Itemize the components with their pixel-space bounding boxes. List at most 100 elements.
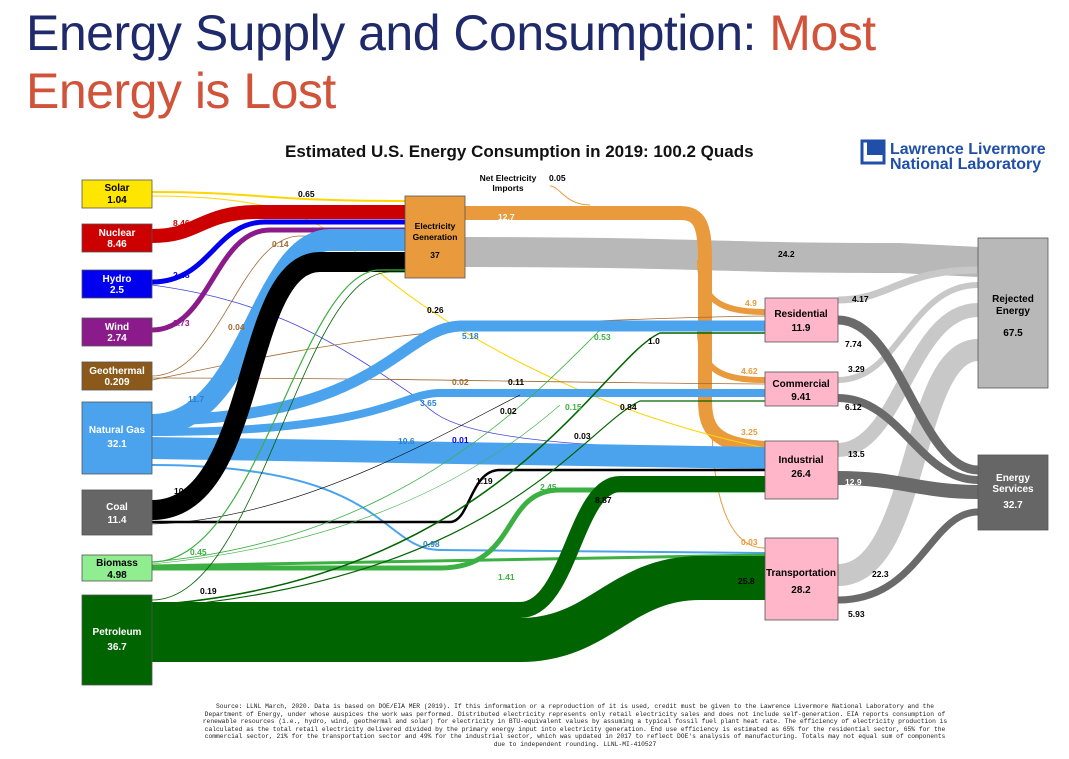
slide-title: Energy Supply and Consumption: Most Energ… (26, 4, 1046, 120)
node-services-label-1: Energy (996, 473, 1030, 484)
node-petroleum-value: 36.7 (107, 642, 127, 653)
flow-elec-rejected (464, 237, 979, 277)
flow-elec-residential (697, 259, 766, 315)
label-sol-011: 0.11 (508, 377, 524, 387)
label-trans-serv: 5.93 (848, 609, 865, 619)
node-petroleum-label: Petroleum (93, 627, 142, 638)
node-transportation (764, 537, 839, 621)
node-rejected-value: 67.5 (1003, 328, 1023, 339)
output-nodes: Rejected Energy 67.5 Energy Services 32.… (977, 237, 1049, 531)
flow-net-imports (549, 185, 591, 206)
label-pet-com: 0.84 (620, 402, 637, 412)
node-services-value: 32.7 (1003, 500, 1023, 511)
label-bio-ind: 2.45 (540, 482, 557, 492)
node-electricity-value: 37 (430, 250, 440, 260)
node-solar (81, 179, 153, 209)
node-rejected (977, 237, 1049, 389)
node-transportation-value: 28.2 (791, 585, 811, 596)
node-residential (764, 297, 839, 343)
chart-title: Estimated U.S. Energy Consumption in 201… (285, 142, 754, 161)
label-bio-res: 0.53 (594, 332, 611, 342)
source-note: Source: LLNL March, 2020. Data is based … (202, 703, 948, 748)
node-solar-value: 1.04 (107, 195, 127, 206)
label-trans-rej: 22.3 (872, 569, 889, 579)
flow-industrial-services (837, 471, 979, 499)
label-pet-trans: 25.8 (738, 576, 755, 586)
node-services (977, 454, 1049, 531)
node-coal-label: Coal (106, 502, 128, 513)
node-biomass-label: Biomass (96, 558, 138, 569)
label-elec-ind: 3.25 (741, 427, 758, 437)
node-nuclear-value: 8.46 (107, 239, 127, 250)
slide-title-accent-1: Most (769, 5, 876, 61)
flow-residential-rejected (837, 266, 979, 304)
label-solar-026: 0.26 (427, 305, 444, 315)
flow-value-labels: 0.65 8.46 2.48 2.73 0.14 0.04 12.7 24.2 … (173, 189, 889, 619)
label-wind-elec: 2.73 (173, 318, 190, 328)
flow-wind (151, 227, 405, 333)
node-geothermal-label: Geothermal (89, 366, 145, 377)
node-wind (81, 317, 153, 347)
node-hydro (81, 269, 153, 299)
node-hydro-label: Hydro (103, 274, 132, 285)
label-com-serv: 6.12 (845, 402, 862, 412)
node-solar-label: Solar (104, 183, 129, 194)
biomass-flows (151, 269, 766, 571)
llnl-logo-line2: National Laboratory (890, 156, 1041, 173)
node-nuclear-label: Nuclear (99, 228, 136, 239)
node-natural-gas-label: Natural Gas (89, 425, 146, 436)
label-elec-rejected: 24.2 (778, 249, 795, 259)
label-geo-ind: 0.01 (452, 435, 469, 445)
label-sol-ind: 0.03 (574, 431, 591, 441)
node-geothermal-value: 0.209 (104, 377, 129, 388)
node-commercial (764, 371, 839, 407)
node-industrial-value: 26.4 (791, 469, 811, 480)
node-geothermal (81, 361, 153, 391)
flow-elec-commercial (697, 329, 766, 383)
node-wind-label: Wind (105, 322, 129, 333)
label-res-rej: 4.17 (852, 294, 869, 304)
label-elec-res: 4.9 (745, 298, 757, 308)
node-residential-label: Residential (774, 309, 828, 320)
node-industrial (764, 440, 839, 500)
node-commercial-label: Commercial (772, 379, 829, 390)
label-solar-elec: 0.65 (298, 189, 315, 199)
label-nuclear-elec: 8.46 (173, 218, 190, 228)
node-natural-gas (81, 401, 153, 475)
node-rejected-label-2: Energy (996, 306, 1030, 317)
label-coal-elec: 10.2 (174, 486, 191, 496)
node-wind-value: 2.74 (107, 333, 127, 344)
label-pet-ind: 8.87 (595, 495, 612, 505)
net-imports-label-1: Net Electricity (480, 173, 537, 183)
node-rejected-label-1: Rejected (992, 294, 1034, 305)
node-electricity-label-1: Electricity (415, 221, 456, 231)
label-geo-004: 0.04 (228, 322, 245, 332)
flow-commercial-services (837, 394, 979, 484)
label-elec-com: 4.62 (741, 366, 758, 376)
source-nodes: Solar 1.04 Nuclear 8.46 Hydro 2.5 Wind 2… (81, 179, 153, 686)
slide-title-accent-2: Energy is Lost (26, 63, 336, 119)
label-ind-serv: 12.9 (845, 477, 862, 487)
label-bio-com: 0.15 (565, 402, 582, 412)
flow-transportation-services (837, 508, 979, 604)
node-natural-gas-value: 32.1 (107, 439, 127, 450)
label-ng-trans: 0.98 (423, 539, 440, 549)
node-biomass (81, 554, 153, 582)
sector-nodes: Electricity Generation 37 Residential 11… (404, 195, 839, 621)
net-imports-label-2: Imports (492, 183, 523, 193)
label-bio-elec: 0.45 (190, 547, 207, 557)
label-com-rej: 3.29 (848, 364, 865, 374)
flow-nuclear (151, 205, 405, 243)
label-ng-com: 3.65 (420, 398, 437, 408)
label-res-serv: 7.74 (845, 339, 862, 349)
label-ind-rej: 13.5 (848, 449, 865, 459)
node-industrial-label: Industrial (778, 455, 823, 466)
node-residential-value: 11.9 (792, 323, 811, 334)
node-electricity (404, 195, 466, 279)
llnl-logo: Lawrence Livermore National Laboratory (860, 139, 1046, 173)
label-ng-elec: 11.7 (188, 394, 204, 404)
label-ng-res: 5.18 (462, 331, 479, 341)
node-commercial-value: 9.41 (791, 392, 811, 403)
node-petroleum (81, 594, 153, 686)
